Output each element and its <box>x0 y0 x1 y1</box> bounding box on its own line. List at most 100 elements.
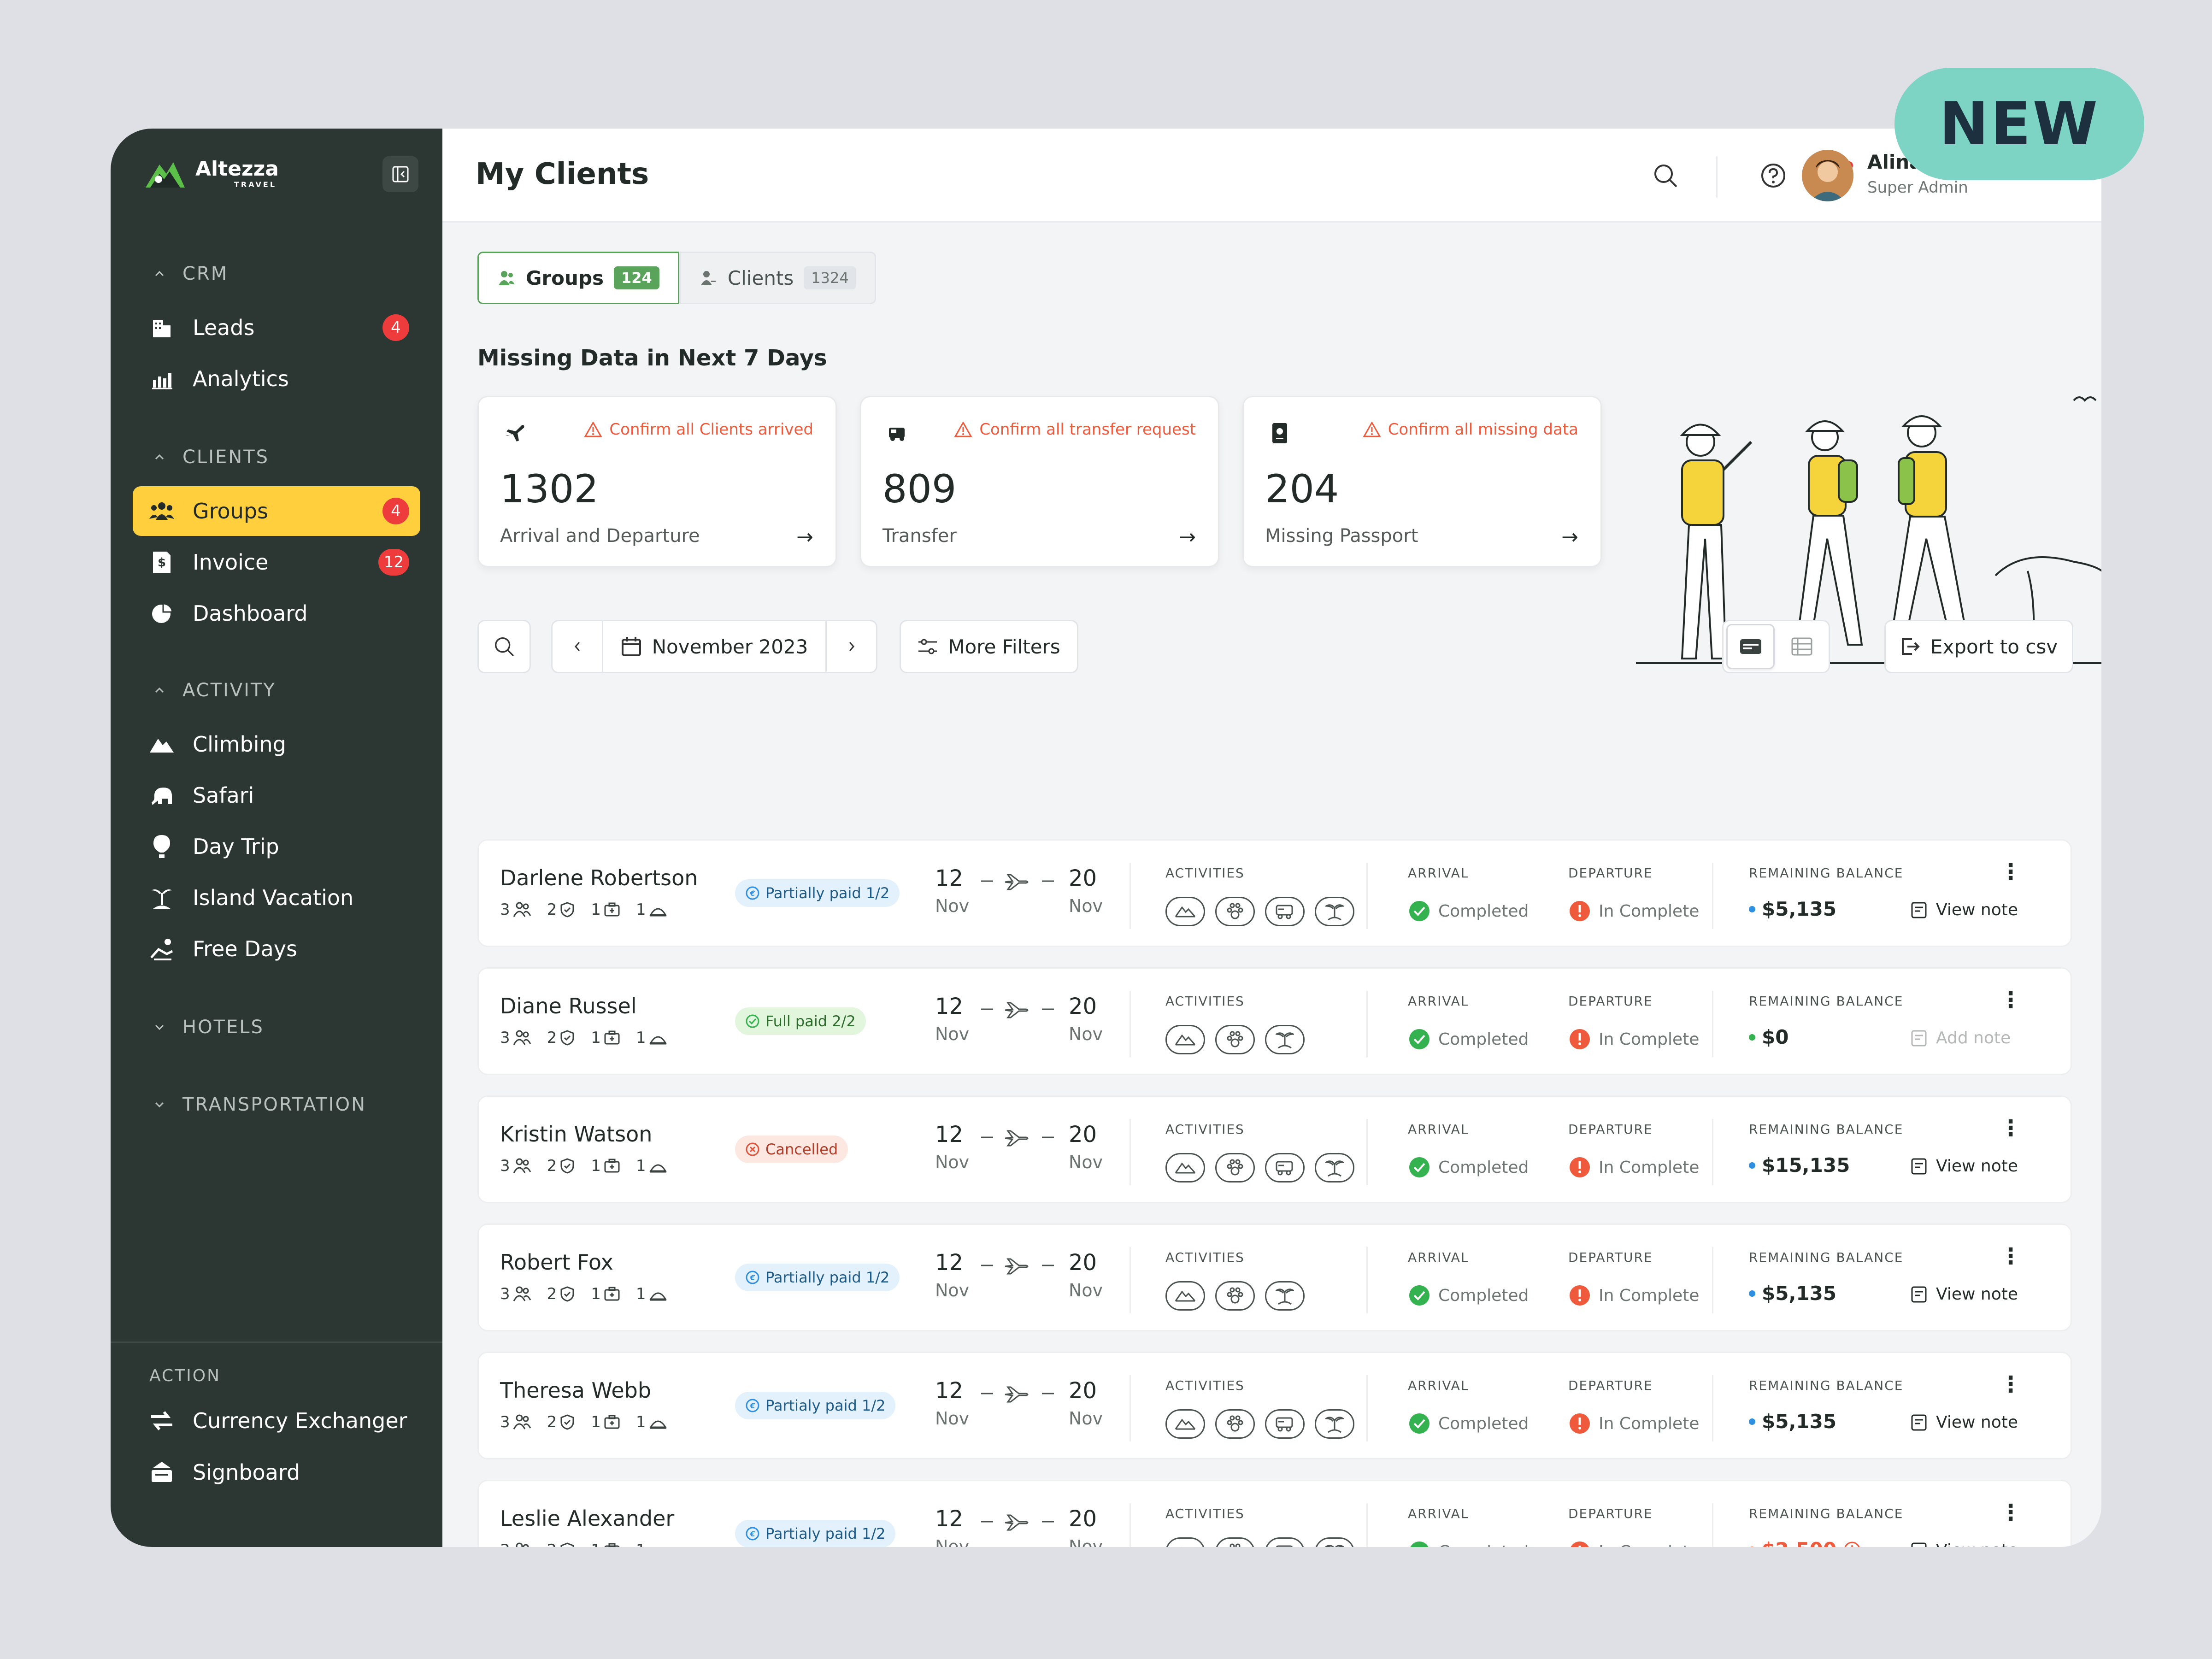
table-row[interactable]: Darlene Robertson 3 2 1 1 € Partially paid … <box>477 839 2072 947</box>
view-note-button[interactable]: View note <box>1910 1157 2018 1176</box>
sidebar-item-day-trip[interactable]: Day Trip <box>133 822 420 871</box>
sidebar-item-currency-exchanger[interactable]: Currency Exchanger <box>133 1396 420 1446</box>
section-crm[interactable]: CRM <box>153 263 228 284</box>
table-row[interactable]: Robert Fox 3 2 1 1 € Partially paid 1/2 12 … <box>477 1224 2072 1331</box>
sidebar-item-island-vacation[interactable]: Island Vacation <box>133 873 420 923</box>
palm-icon[interactable] <box>1315 1153 1354 1182</box>
tab-label: Clients <box>727 266 794 289</box>
list-search-button[interactable] <box>477 620 531 673</box>
meta-count: 2 <box>547 1413 557 1431</box>
table-row[interactable]: Leslie Alexander 3 2 1 1 € Partialy paid 1/… <box>477 1480 2072 1547</box>
search-button[interactable] <box>1647 157 1684 194</box>
client-name[interactable]: Kristin Watson <box>500 1122 653 1147</box>
meta-item: 1 <box>591 900 620 919</box>
note-icon <box>1911 902 1927 918</box>
client-name[interactable]: Theresa Webb <box>500 1378 652 1403</box>
section-transportation[interactable]: TRANSPORTATION <box>153 1094 366 1115</box>
sidebar-item-invoice[interactable]: $ Invoice 12 <box>133 537 420 587</box>
client-name[interactable]: Robert Fox <box>500 1250 613 1275</box>
remaining-balance: $0 <box>1749 1026 1788 1048</box>
palm-icon[interactable] <box>1315 1537 1354 1547</box>
bus-icon[interactable] <box>1265 1153 1305 1182</box>
missing-card-arrival[interactable]: Confirm all Clients arrived 1302 Arrival… <box>477 396 837 567</box>
view-note-button[interactable]: View note <box>1910 900 2018 919</box>
next-month-button[interactable] <box>825 621 876 672</box>
client-name[interactable]: Darlene Robertson <box>500 865 698 890</box>
bus-icon[interactable] <box>1265 1537 1305 1547</box>
section-activity[interactable]: ACTIVITY <box>153 680 276 701</box>
table-row[interactable]: Theresa Webb 3 2 1 1 € Partialy paid 1/2 12… <box>477 1352 2072 1459</box>
mountain-icon[interactable] <box>1165 1409 1205 1439</box>
add-note-button[interactable]: Add note <box>1910 1029 2011 1047</box>
sidebar-item-groups[interactable]: Groups 4 <box>133 486 420 536</box>
more-options-icon[interactable]: ⋮ <box>2000 1500 2022 1525</box>
arrow-right-icon[interactable]: → <box>796 525 813 549</box>
more-filters-button[interactable]: More Filters <box>900 620 1078 673</box>
view-note-button[interactable]: View note <box>1910 1285 2018 1304</box>
tab-groups[interactable]: Groups 124 <box>477 252 679 304</box>
mountain-icon[interactable] <box>1165 1281 1205 1311</box>
more-options-icon[interactable]: ⋮ <box>2000 1243 2022 1269</box>
palm-icon[interactable] <box>1265 1025 1305 1054</box>
brand-logo[interactable]: Altezza TRAVEL <box>141 151 279 197</box>
paw-icon[interactable] <box>1215 1281 1255 1311</box>
arrow-right-icon[interactable]: → <box>1179 525 1196 549</box>
table-row[interactable]: Kristin Watson 3 2 1 1 Cancelled 12 Nov 20 … <box>477 1095 2072 1203</box>
prev-month-button[interactable] <box>553 621 603 672</box>
palm-icon[interactable] <box>1265 1281 1305 1311</box>
paw-icon[interactable] <box>1215 1409 1255 1439</box>
sidebar-item-label: Groups <box>193 499 269 524</box>
bus-icon[interactable] <box>1265 897 1305 926</box>
palm-icon[interactable] <box>1315 1409 1354 1439</box>
mountain-icon[interactable] <box>1165 1025 1205 1054</box>
sidebar-item-leads[interactable]: Leads 4 <box>133 303 420 353</box>
view-note-button[interactable]: View note <box>1910 1413 2018 1432</box>
tab-clients[interactable]: Clients 1324 <box>679 252 876 304</box>
chevron-up-icon <box>155 454 164 460</box>
more-options-icon[interactable]: ⋮ <box>2000 1115 2022 1141</box>
list-view-button[interactable] <box>1777 624 1826 669</box>
sidebar-item-free-days[interactable]: Free Days <box>133 924 420 974</box>
sidebar-item-safari[interactable]: Safari <box>133 771 420 820</box>
more-options-icon[interactable]: ⋮ <box>2000 987 2022 1013</box>
client-name[interactable]: Leslie Alexander <box>500 1506 675 1531</box>
more-options-icon[interactable]: ⋮ <box>2000 1371 2022 1397</box>
collapse-sidebar-button[interactable] <box>382 156 418 192</box>
balance-caption: REMAINING BALANCE <box>1749 1506 1904 1521</box>
paw-icon[interactable] <box>1215 1153 1255 1182</box>
more-options-icon[interactable]: ⋮ <box>2000 859 2022 885</box>
start-day: 12 <box>935 865 964 891</box>
view-note-button[interactable]: View note <box>1910 1541 2018 1547</box>
mountain-icon[interactable] <box>1165 897 1205 926</box>
card-view-button[interactable] <box>1726 624 1775 669</box>
client-name[interactable]: Diane Russel <box>500 994 637 1018</box>
missing-card-passport[interactable]: Confirm all missing data 204 Missing Pas… <box>1242 396 1602 567</box>
export-csv-button[interactable]: Export to csv <box>1884 620 2073 673</box>
meta-item: 2 <box>547 1029 576 1047</box>
sidebar-item-dashboard[interactable]: Dashboard <box>133 588 420 638</box>
section-hotels[interactable]: HOTELS <box>153 1017 264 1038</box>
bus-icon[interactable] <box>1265 1409 1305 1439</box>
avatar[interactable] <box>1802 150 1853 201</box>
sidebar-item-signboard[interactable]: Signboard <box>133 1447 420 1497</box>
month-display[interactable]: November 2023 <box>603 635 825 658</box>
top-bar: My Clients Alina Super Admin <box>442 129 2101 223</box>
mountain-icon[interactable] <box>1165 1537 1205 1547</box>
section-clients[interactable]: CLIENTS <box>153 447 269 468</box>
sidebar-item-analytics[interactable]: Analytics <box>133 354 420 404</box>
missing-card-transfer[interactable]: Confirm all transfer request 809 Transfe… <box>860 396 1219 567</box>
arrival-status: Completed <box>1408 1540 1529 1547</box>
palm-icon[interactable] <box>1315 897 1354 926</box>
sidebar-item-climbing[interactable]: Climbing <box>133 719 420 769</box>
paw-icon[interactable] <box>1215 1537 1255 1547</box>
paw-icon[interactable] <box>1215 897 1255 926</box>
arrow-right-icon[interactable]: → <box>1561 525 1578 549</box>
info-icon[interactable] <box>1843 1541 1861 1547</box>
balance-value: $5,135 <box>1762 898 1837 920</box>
help-button[interactable] <box>1755 157 1792 194</box>
paw-icon[interactable] <box>1215 1025 1255 1054</box>
end-day: 20 <box>1069 1506 1097 1532</box>
calendar-icon <box>621 637 641 656</box>
table-row[interactable]: Diane Russel 3 2 1 1 Full paid 2/2 12 Nov 2… <box>477 967 2072 1075</box>
mountain-icon[interactable] <box>1165 1153 1205 1182</box>
